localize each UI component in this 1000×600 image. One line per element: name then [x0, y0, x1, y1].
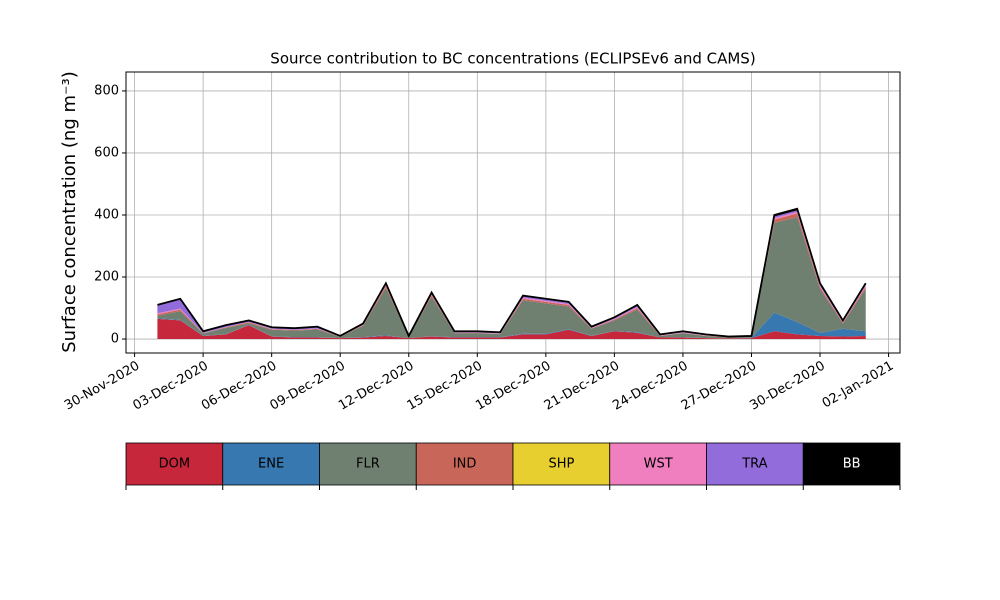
x-tick-label: 09-Dec-2020: [268, 359, 348, 414]
x-tick-label: 12-Dec-2020: [336, 359, 416, 414]
plot-frame: [125, 71, 901, 354]
x-tick-label: 24-Dec-2020: [610, 359, 690, 414]
x-tick-label: 18-Dec-2020: [473, 359, 553, 414]
legend-label: BB: [843, 457, 861, 472]
legend-label: WST: [644, 457, 673, 472]
y-tick-label: 200: [94, 270, 119, 285]
x-tick-label: 27-Dec-2020: [679, 359, 759, 414]
x-tick-label: 21-Dec-2020: [542, 359, 622, 414]
x-tick-label: 15-Dec-2020: [405, 359, 485, 414]
legend-label: TRA: [741, 457, 767, 472]
legend-label: FLR: [356, 457, 380, 472]
x-tick-label: 30-Nov-2020: [62, 359, 142, 414]
x-tick-label: 03-Dec-2020: [130, 359, 210, 414]
y-tick-label: 600: [94, 145, 119, 160]
legend-swatch: [706, 442, 804, 486]
legend-swatch: [512, 442, 611, 486]
y-tick-label: 400: [94, 207, 119, 222]
x-tick-label: 30-Dec-2020: [747, 359, 827, 414]
x-tick-label: 06-Dec-2020: [199, 359, 279, 414]
y-tick-label: 800: [94, 83, 119, 98]
chart-title: Source contribution to BC concentrations…: [270, 50, 755, 68]
legend-swatch: [125, 442, 224, 486]
area: [157, 318, 866, 340]
legend-label: ENE: [258, 457, 284, 472]
legend-label: SHP: [548, 457, 574, 472]
legend-swatch: [319, 442, 417, 486]
legend-label: DOM: [159, 457, 190, 472]
legend-swatch: [609, 442, 707, 486]
area: [157, 217, 866, 339]
area-outline: [157, 207, 867, 339]
legend-swatch: [415, 442, 514, 486]
y-tick-label: 0: [111, 332, 119, 347]
y-axis-label: Surface concentration (ng m⁻³): [59, 71, 80, 353]
x-tick-label: 02-Jan-2021: [820, 359, 897, 412]
legend-label: IND: [453, 457, 477, 472]
legend-swatch: [802, 442, 901, 486]
